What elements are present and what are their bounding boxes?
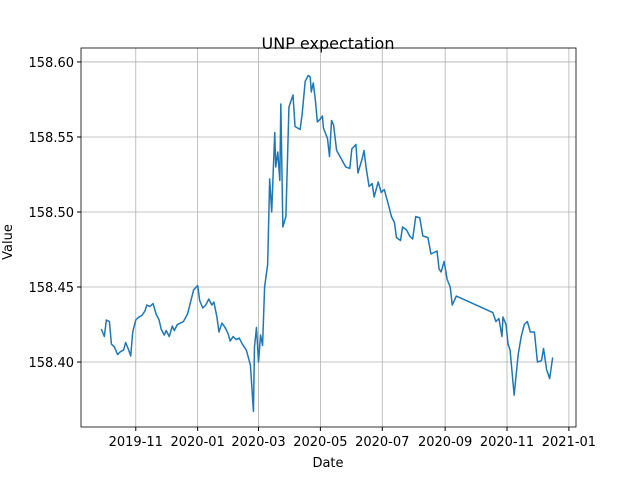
y-tick-label: 158.50 bbox=[29, 206, 75, 221]
y-tick-label: 158.55 bbox=[29, 131, 75, 146]
chart-title: UNP expectation bbox=[262, 34, 395, 53]
x-tick-label: 2019-11 bbox=[109, 435, 163, 450]
y-tick-label: 158.60 bbox=[29, 56, 75, 71]
x-tick-label: 2020-03 bbox=[231, 435, 285, 450]
y-tick-label: 158.45 bbox=[29, 281, 75, 296]
x-tick-label: 2020-01 bbox=[170, 435, 224, 450]
x-tick-label: 2020-11 bbox=[480, 435, 534, 450]
x-tick-label: 2020-09 bbox=[418, 435, 472, 450]
plot-frame bbox=[80, 47, 577, 428]
x-tick-label: 2020-05 bbox=[293, 435, 347, 450]
x-tick-label: 2020-07 bbox=[355, 435, 409, 450]
y-tick-label: 158.40 bbox=[29, 356, 75, 371]
y-axis-label: Value bbox=[1, 224, 16, 260]
x-axis-label: Date bbox=[312, 456, 343, 471]
data-line bbox=[100, 74, 554, 413]
x-tick-label: 2021-01 bbox=[542, 435, 596, 450]
